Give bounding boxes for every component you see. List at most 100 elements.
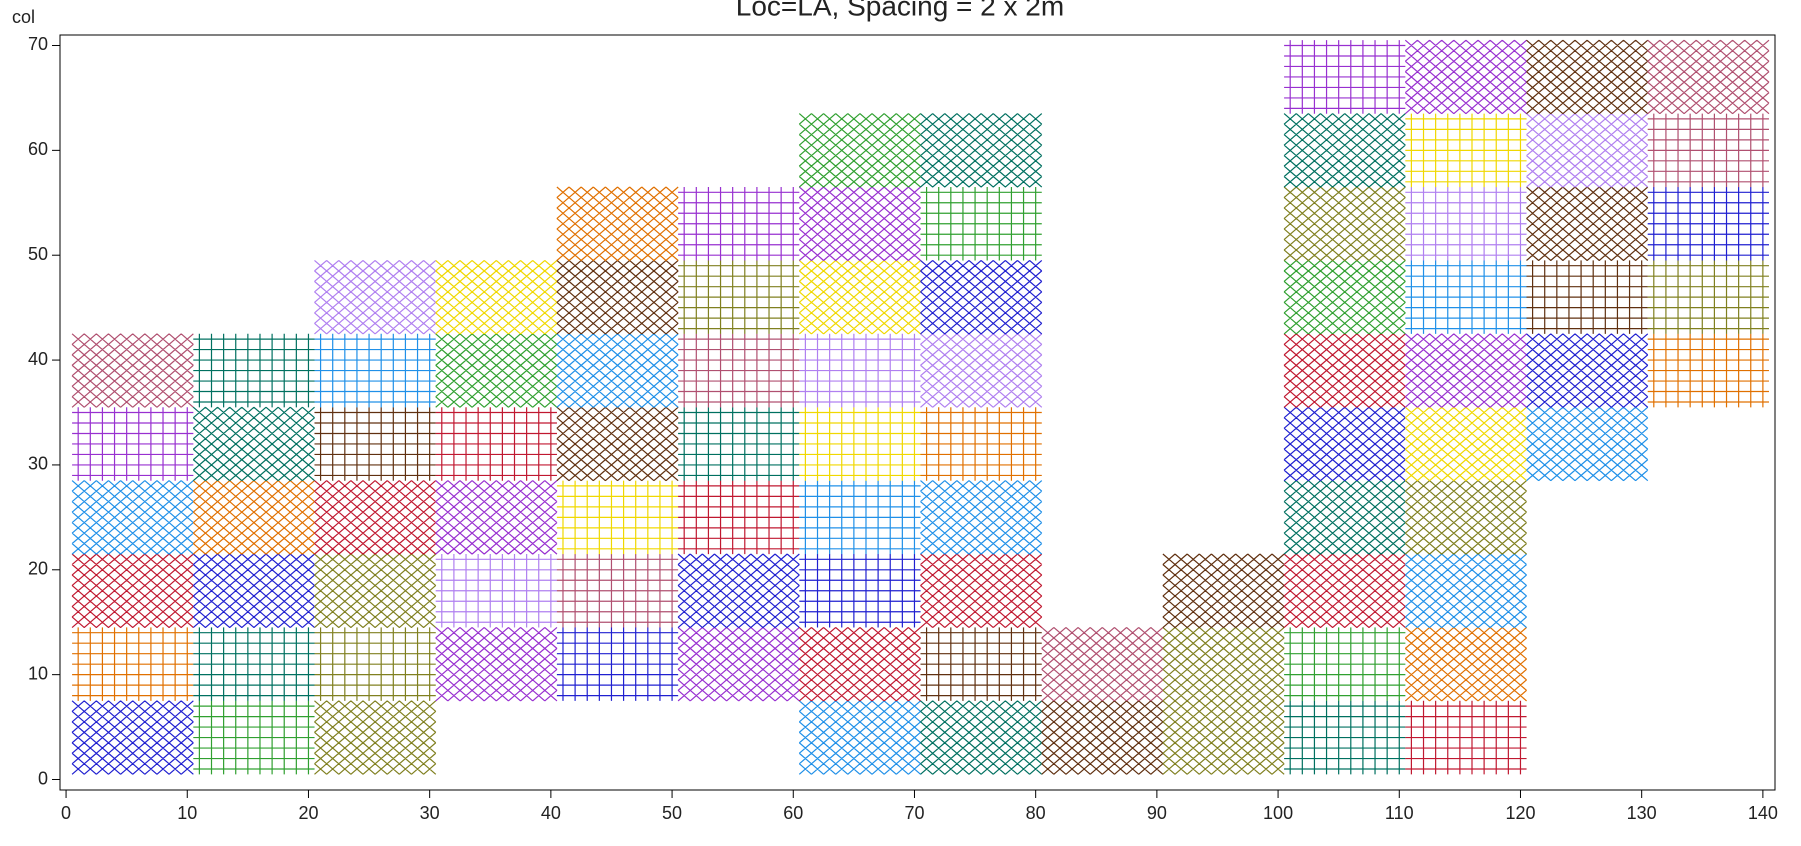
plot-block [1405,186,1527,261]
plot-block [1647,333,1769,408]
plot-block [435,259,558,335]
plot-block [1283,553,1406,628]
plot-block [920,407,1042,481]
plot-block [71,553,194,628]
y-tick-label: 10 [28,663,48,683]
plot-block [1284,40,1406,114]
plot-block [556,406,679,482]
plot-block [556,333,679,408]
plot-block [71,700,194,775]
plot-block [799,480,921,555]
plot-block [1284,700,1406,775]
x-tick-label: 80 [1026,803,1046,823]
plot-block [71,333,194,408]
plot-block [798,186,921,261]
plot-block [1162,700,1285,775]
plot-block [798,113,921,188]
x-tick-label: 130 [1627,803,1657,823]
plot-block [1162,553,1285,628]
plot-block [435,480,558,555]
plot-block [72,627,194,701]
x-tick-label: 70 [904,803,924,823]
plot-block [192,480,315,555]
y-tick-label: 60 [28,139,48,159]
plot-block [556,259,679,335]
plot-block [1647,260,1769,334]
x-tick-label: 110 [1385,803,1414,823]
plot-block [920,259,1043,335]
plot-block [920,553,1043,628]
plot-block [678,480,800,555]
y-tick-label: 40 [28,349,48,369]
plot-block [435,407,557,481]
plot-block [799,407,921,481]
plot-block [1404,406,1527,482]
plot-block [678,260,800,334]
plot-block [799,333,921,408]
plot-block [314,700,437,775]
plot-block [1526,186,1649,261]
plot-block [1404,626,1527,702]
plot-block [314,333,436,408]
x-tick-label: 10 [177,803,197,823]
y-tick-label: 20 [28,559,48,579]
plot-block [556,627,679,701]
plot-block [920,627,1042,701]
plot-block [1283,113,1406,188]
plot-block [1647,186,1769,261]
plot-block [1404,480,1527,555]
plot-block [1526,333,1649,408]
plot-block [920,700,1043,775]
plot-block [193,627,315,701]
plot-block [1404,333,1527,408]
plot-block [1647,39,1770,115]
plot-block [677,626,800,702]
plot-block [1405,700,1527,775]
plot-block [920,333,1043,408]
plot-block [1526,260,1648,334]
plot-block [677,553,800,628]
plot-block [71,480,194,555]
plot-block [678,333,800,408]
plot-block [1526,39,1649,115]
plot-block [1283,259,1406,335]
y-tick-label: 70 [28,34,48,54]
plot-block [192,406,315,482]
plot-block [556,480,679,555]
plot-block [1041,626,1164,702]
plot-block [1284,627,1406,701]
x-tick-label: 30 [420,803,440,823]
plot-block [556,186,679,261]
plot-block [1405,113,1527,188]
plot-block [799,554,921,628]
x-tick-label: 90 [1147,803,1167,823]
plot-block [1526,113,1649,188]
plot-block [798,259,921,335]
plot-block [1404,553,1527,628]
plot-block [1283,406,1406,482]
plot-frame [59,34,1776,791]
x-tick-label: 120 [1505,803,1535,823]
plot-block [435,626,558,702]
plot-block [314,407,436,481]
y-axis-label: col [12,7,35,27]
plot-block [193,333,315,408]
y-tick-label: 0 [38,768,48,788]
plot-block [314,553,437,628]
x-tick-label: 50 [662,803,682,823]
plot-block [314,627,436,701]
plot-block [920,186,1042,261]
plot-block [193,700,315,775]
x-tick-label: 100 [1263,803,1293,823]
plot-block [1404,39,1527,115]
plot-block [1526,406,1649,482]
x-tick-label: 20 [298,803,318,823]
plot-block [72,407,194,481]
plot-block [678,407,800,481]
x-tick-label: 60 [783,803,803,823]
plot-block [314,480,437,555]
x-tick-label: 40 [541,803,561,823]
x-tick-label: 0 [61,803,71,823]
plot-block [1283,480,1406,555]
